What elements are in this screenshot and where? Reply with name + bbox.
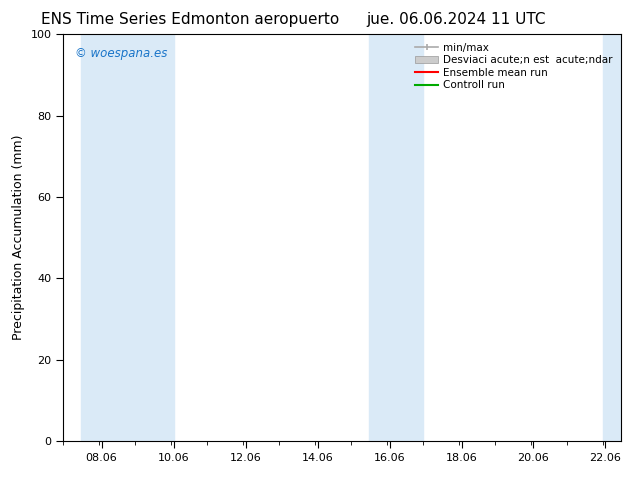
Text: ENS Time Series Edmonton aeropuerto: ENS Time Series Edmonton aeropuerto [41, 12, 339, 27]
Y-axis label: Precipitation Accumulation (mm): Precipitation Accumulation (mm) [12, 135, 25, 341]
Bar [81, 34, 174, 441]
Bar [604, 34, 621, 441]
Text: jue. 06.06.2024 11 UTC: jue. 06.06.2024 11 UTC [366, 12, 547, 27]
Text: © woespana.es: © woespana.es [75, 47, 167, 59]
Bar [370, 34, 424, 441]
Legend: min/max, Desviaci acute;n est  acute;ndar, Ensemble mean run, Controll run: min/max, Desviaci acute;n est acute;ndar… [412, 40, 616, 94]
